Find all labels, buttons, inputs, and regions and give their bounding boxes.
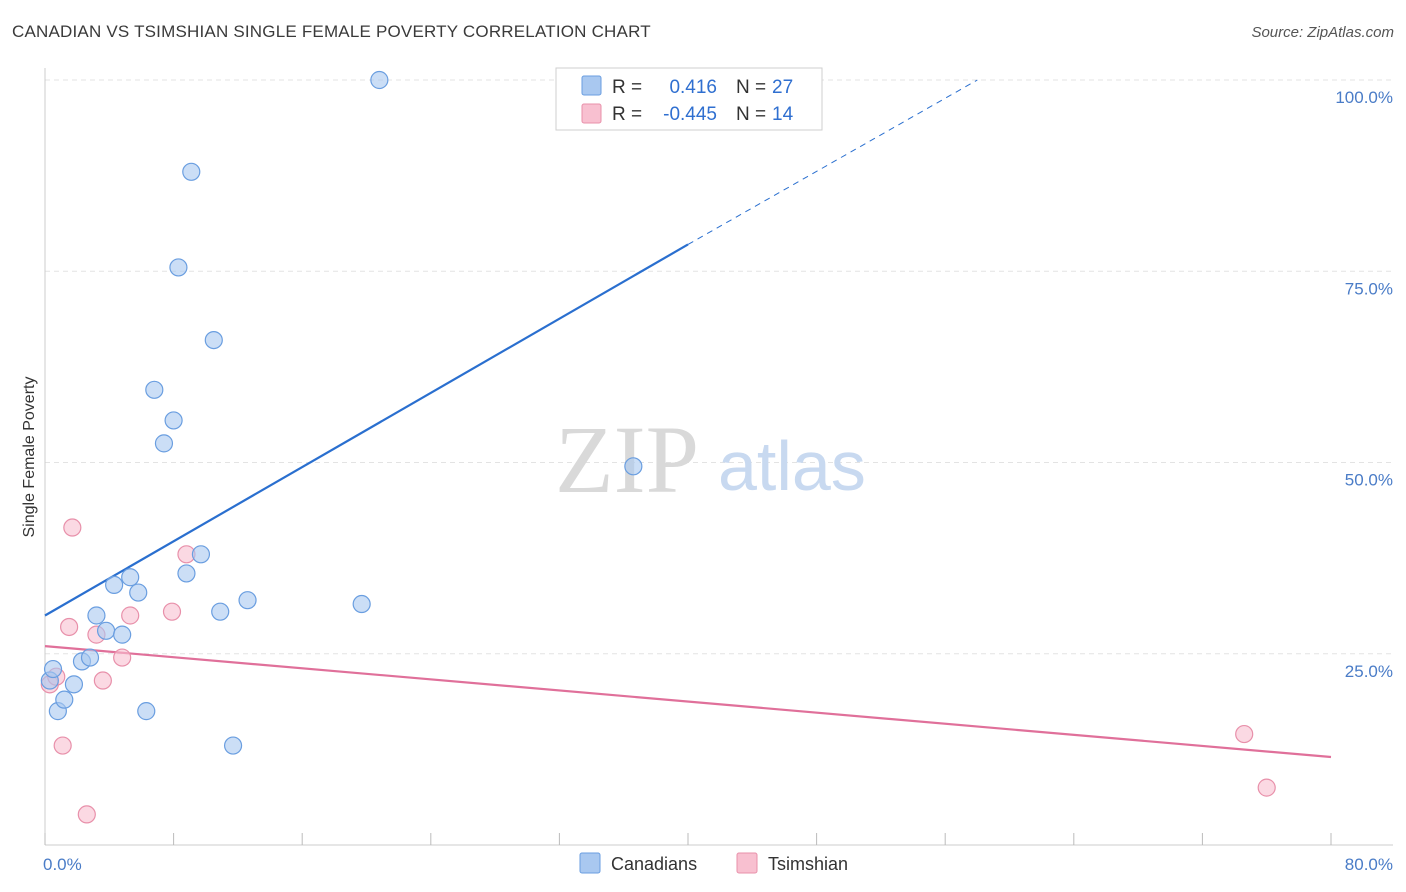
point-canadians-17 <box>169 258 188 277</box>
legend-n-label-canadians: N = <box>736 77 766 98</box>
point-canadians-16 <box>164 411 183 430</box>
point-tsimshian-3 <box>60 617 79 637</box>
legend-r-value-tsimshian: -0.445 <box>663 104 717 125</box>
point-tsimshian-12 <box>1235 724 1254 744</box>
watermark: ZIP atlas <box>555 406 866 513</box>
point-canadians-9 <box>105 575 124 595</box>
trend-extension-canadians <box>687 79 978 245</box>
point-tsimshian-7 <box>93 671 112 690</box>
point-canadians-20 <box>191 545 211 564</box>
point-canadians-26 <box>370 70 389 90</box>
legend-swatch-tsimshian <box>581 103 602 124</box>
series-legend-label-canadians: Canadians <box>611 854 697 874</box>
x-tick-label-0: 0.0% <box>43 855 82 874</box>
point-canadians-18 <box>177 564 196 583</box>
legend-r-label-tsimshian: R = <box>612 104 642 125</box>
point-canadians-8 <box>96 621 116 640</box>
point-tsimshian-10 <box>162 602 182 621</box>
x-tick-label-1: 80.0% <box>1345 855 1393 874</box>
legend-r-label-canadians: R = <box>612 77 642 98</box>
point-tsimshian-8 <box>113 648 132 667</box>
point-canadians-21 <box>204 331 223 350</box>
axes <box>44 68 1393 846</box>
point-canadians-6 <box>80 648 100 667</box>
legend-r-value-canadians: 0.416 <box>669 77 717 98</box>
chart-title: CANADIAN VS TSIMSHIAN SINGLE FEMALE POVE… <box>12 22 651 41</box>
trend-lines <box>44 79 1332 759</box>
data-points <box>40 70 1276 824</box>
watermark-zip: ZIP <box>555 406 699 513</box>
point-canadians-25 <box>352 594 371 614</box>
y-tick-labels: 25.0% 50.0% 75.0% 100.0% <box>1335 88 1393 681</box>
x-tick-labels: 0.0% 80.0% <box>43 855 1393 874</box>
point-canadians-22 <box>211 602 230 621</box>
point-canadians-1 <box>43 659 63 679</box>
point-canadians-4 <box>64 675 84 694</box>
legend-n-value-canadians: 27 <box>772 77 793 98</box>
series-legend-swatch-tsimshian <box>736 852 758 874</box>
gridlines <box>45 79 1393 655</box>
point-canadians-3 <box>55 690 74 709</box>
point-canadians-23 <box>223 736 243 755</box>
chart-source: Source: ZipAtlas.com <box>1251 24 1394 41</box>
correlation-legend: R = 0.416 N = 27 R = -0.445 N = 14 <box>555 67 823 131</box>
point-tsimshian-13 <box>1257 778 1276 797</box>
legend-swatch-canadians <box>581 75 602 96</box>
point-canadians-27 <box>624 457 643 476</box>
point-canadians-15 <box>154 434 174 453</box>
point-canadians-12 <box>129 583 148 602</box>
point-canadians-13 <box>137 702 156 721</box>
y-tick-label-0: 25.0% <box>1345 662 1393 681</box>
series-legend-label-tsimshian: Tsimshian <box>768 854 848 874</box>
series-legend-swatch-canadians <box>579 852 601 874</box>
point-tsimshian-4 <box>63 518 82 537</box>
legend-n-value-tsimshian: 14 <box>772 104 794 125</box>
y-axis-title: Single Female Poverty <box>21 377 38 538</box>
point-canadians-10 <box>113 625 132 644</box>
point-tsimshian-5 <box>77 805 96 824</box>
legend-n-label-tsimshian: N = <box>736 104 766 125</box>
series-legend: Canadians Tsimshian <box>579 852 848 874</box>
point-canadians-19 <box>182 162 201 181</box>
point-canadians-14 <box>145 380 164 399</box>
point-canadians-11 <box>121 568 140 587</box>
point-tsimshian-9 <box>121 606 140 625</box>
trend-line-tsimshian <box>44 645 1332 759</box>
point-canadians-24 <box>238 591 257 610</box>
y-tick-label-3: 100.0% <box>1335 88 1393 107</box>
y-tick-label-2: 75.0% <box>1345 279 1393 298</box>
watermark-atlas: atlas <box>718 427 866 505</box>
point-tsimshian-2 <box>53 736 72 755</box>
y-tick-label-1: 50.0% <box>1345 471 1393 490</box>
point-canadians-7 <box>87 606 106 625</box>
trend-line-canadians <box>44 243 689 617</box>
